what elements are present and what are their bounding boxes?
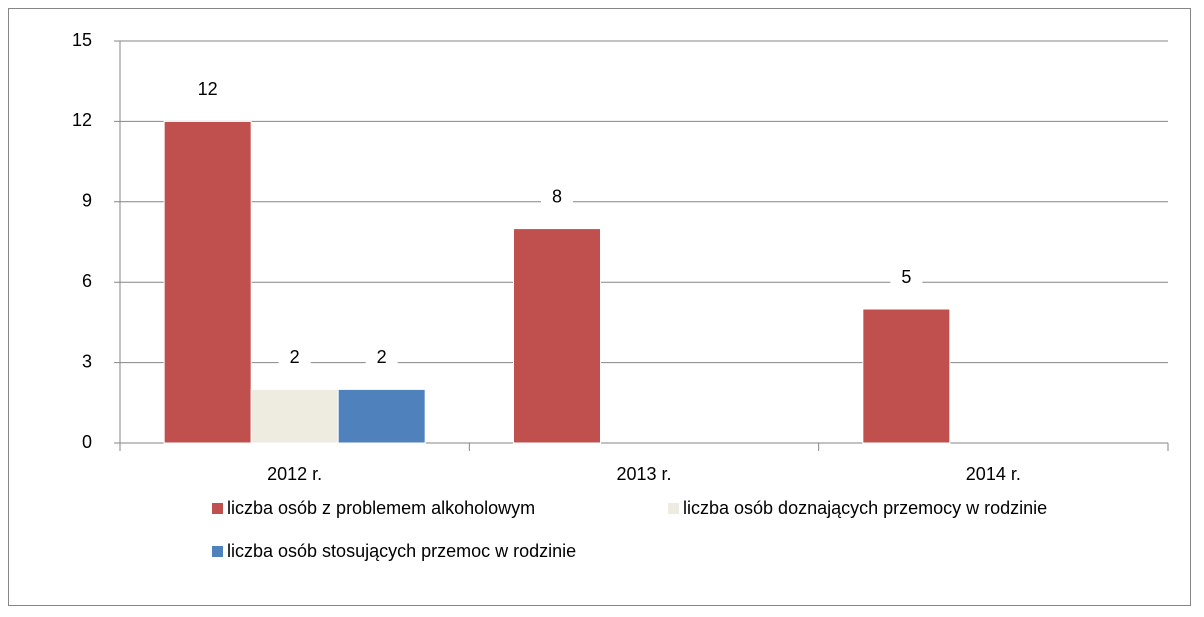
bar xyxy=(163,120,252,444)
legend-label: liczba osób stosujących przemoc w rodzin… xyxy=(227,541,576,561)
y-tick-label: 0 xyxy=(82,432,92,452)
y-tick-label: 15 xyxy=(72,30,92,50)
data-label-bg xyxy=(278,345,311,372)
y-tick-label: 6 xyxy=(82,271,92,291)
bar xyxy=(250,388,339,444)
data-label-bg xyxy=(365,345,398,372)
y-tick-label: 12 xyxy=(72,110,92,130)
x-tick-label: 2013 r. xyxy=(616,464,671,484)
bar xyxy=(862,308,951,444)
data-label: 12 xyxy=(198,79,218,99)
y-tick-label: 9 xyxy=(82,191,92,211)
data-label-bg xyxy=(890,265,923,291)
legend-label: liczba osób doznających przemocy w rodzi… xyxy=(683,498,1047,518)
legend-swatch xyxy=(668,503,679,514)
bar xyxy=(513,228,601,444)
x-tick-label: 2012 r. xyxy=(267,464,322,484)
legend-swatch xyxy=(212,546,223,557)
bar xyxy=(337,388,426,444)
legend-label: liczba osób z problemem alkoholowym xyxy=(227,498,535,518)
data-label: 8 xyxy=(552,186,562,206)
data-label-bg xyxy=(191,77,224,104)
y-tick-label: 3 xyxy=(82,351,92,371)
legend-swatch xyxy=(212,503,223,514)
data-label: 5 xyxy=(901,267,911,287)
data-label: 2 xyxy=(290,347,300,367)
x-tick-label: 2014 r. xyxy=(966,464,1021,484)
data-label-bg xyxy=(541,184,573,211)
data-label: 2 xyxy=(377,347,387,367)
